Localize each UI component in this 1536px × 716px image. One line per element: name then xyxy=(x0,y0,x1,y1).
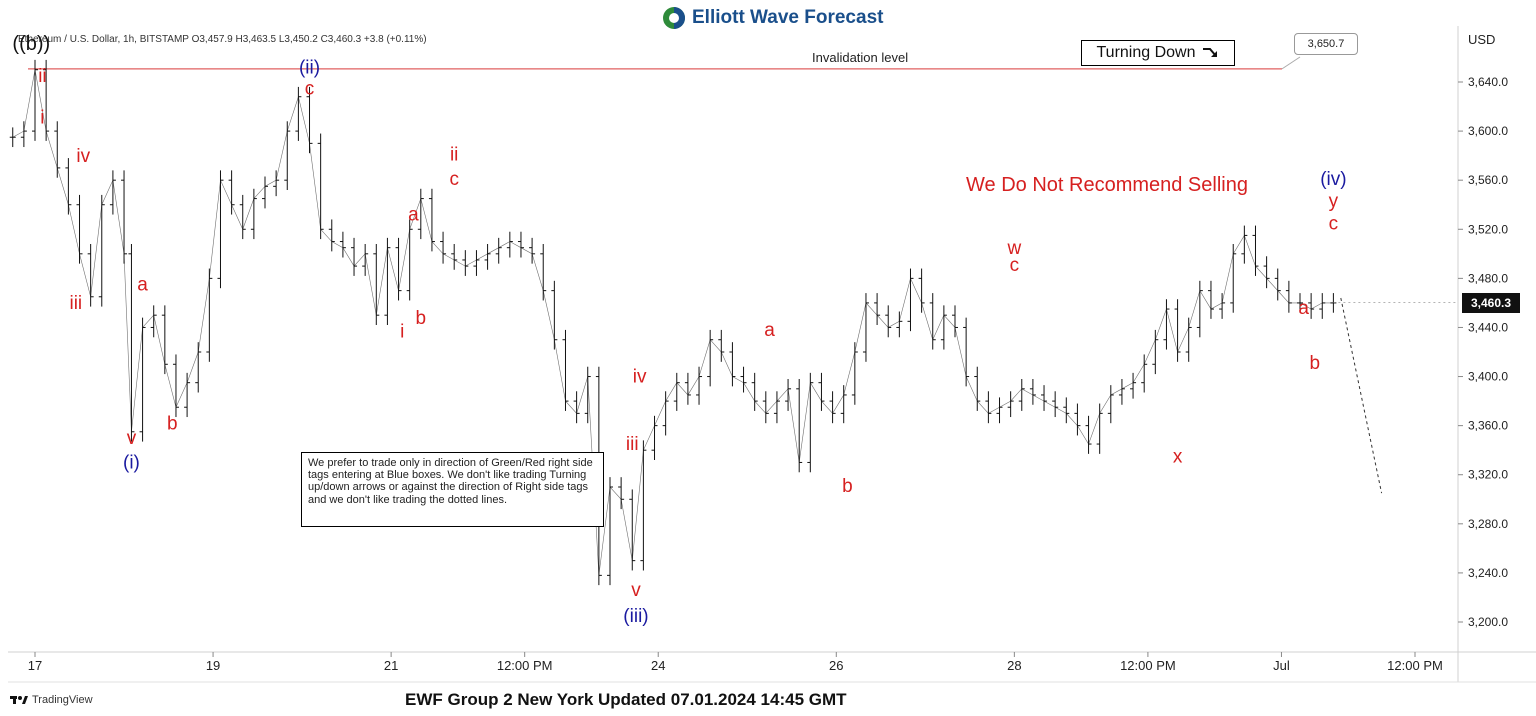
turning-down-box: Turning Down xyxy=(1081,40,1235,66)
wave-label: i xyxy=(400,321,404,342)
wave-label: b xyxy=(1310,353,1321,374)
x-tick-label: 24 xyxy=(651,658,665,673)
wave-label: a xyxy=(764,320,775,341)
x-tick-label: 17 xyxy=(28,658,42,673)
wave-label: iv xyxy=(76,146,90,167)
wave-label: ii xyxy=(38,66,46,87)
wave-label: x xyxy=(1173,446,1183,467)
y-tick-label: 3,360.0 xyxy=(1468,419,1508,433)
currency-label: USD xyxy=(1468,32,1496,47)
tradingview-logo[interactable]: TradingView xyxy=(10,694,93,706)
wave-label: (ii) xyxy=(299,57,320,78)
warning-text: We Do Not Recommend Selling xyxy=(966,174,1248,196)
wave-label: w xyxy=(1006,238,1021,259)
y-tick-label: 3,600.0 xyxy=(1468,124,1508,138)
wave-label: iii xyxy=(626,434,639,455)
y-tick-label: 3,440.0 xyxy=(1468,320,1508,334)
wave-label: (i) xyxy=(123,453,140,474)
tradingview-icon xyxy=(10,696,28,704)
wave-label: a xyxy=(137,275,148,296)
wave-label: c xyxy=(1010,255,1020,276)
projection-dotted-line xyxy=(1340,297,1383,494)
y-tick-label: 3,520.0 xyxy=(1468,222,1508,236)
wave-label: b xyxy=(842,476,853,497)
y-tick-label: 3,400.0 xyxy=(1468,370,1508,384)
last-price-tag: 3,460.3 xyxy=(1462,293,1520,313)
x-tick-label: 12:00 PM xyxy=(1120,658,1176,673)
y-tick-label: 3,480.0 xyxy=(1468,271,1508,285)
wave-label: iv xyxy=(633,367,647,388)
x-tick-label: Jul xyxy=(1273,658,1290,673)
y-tick-label: 3,200.0 xyxy=(1468,615,1508,629)
turning-label: Turning Down xyxy=(1096,44,1196,61)
wave-label: b xyxy=(167,413,178,434)
price-line xyxy=(12,69,1334,576)
brand-icon xyxy=(663,7,685,29)
footer-title: EWF Group 2 New York Updated 07.01.2024 … xyxy=(405,690,847,709)
wave-label: v xyxy=(127,428,137,449)
brand-logo: Elliott Wave Forecast xyxy=(662,4,883,32)
wave-label: a xyxy=(1298,298,1309,319)
wave-label: a xyxy=(408,205,419,226)
invalidation-label: Invalidation level xyxy=(812,50,909,65)
wave-label: ((b)) xyxy=(12,33,50,55)
y-tick-label: 3,320.0 xyxy=(1468,468,1508,482)
wave-label: c xyxy=(305,78,315,99)
arrow-down-right-icon xyxy=(1202,48,1217,57)
wave-label: y xyxy=(1329,191,1339,212)
symbol-info: Ethereum / U.S. Dollar, 1h, BITSTAMP O3,… xyxy=(18,34,427,45)
x-tick-label: 21 xyxy=(384,658,398,673)
wave-label: v xyxy=(631,580,641,601)
x-tick-label: 19 xyxy=(206,658,220,673)
wave-label: b xyxy=(416,308,427,329)
y-tick-label: 3,240.0 xyxy=(1468,566,1508,580)
wave-label: c xyxy=(1329,213,1339,234)
wave-label: (iii) xyxy=(623,606,648,627)
x-tick-label: 28 xyxy=(1007,658,1021,673)
brand-name: Elliott Wave Forecast xyxy=(692,7,884,28)
trading-note: We prefer to trade only in direction of … xyxy=(301,452,604,527)
y-tick-label: 3,280.0 xyxy=(1468,517,1508,531)
x-tick-label: 12:00 PM xyxy=(497,658,553,673)
y-tick-label: 3,560.0 xyxy=(1468,173,1508,187)
wave-label: i xyxy=(40,108,44,129)
tradingview-label: TradingView xyxy=(32,694,93,706)
wave-label: (iv) xyxy=(1320,169,1346,190)
invalidation-callout xyxy=(1281,56,1301,70)
x-tick-label: 12:00 PM xyxy=(1387,658,1443,673)
wave-label: iii xyxy=(69,293,82,314)
x-tick-label: 26 xyxy=(829,658,843,673)
wave-label: ii xyxy=(450,145,458,166)
y-tick-label: 3,640.0 xyxy=(1468,75,1508,89)
invalidation-value-tag: 3,650.7 xyxy=(1294,33,1358,55)
wave-label: c xyxy=(449,169,459,190)
